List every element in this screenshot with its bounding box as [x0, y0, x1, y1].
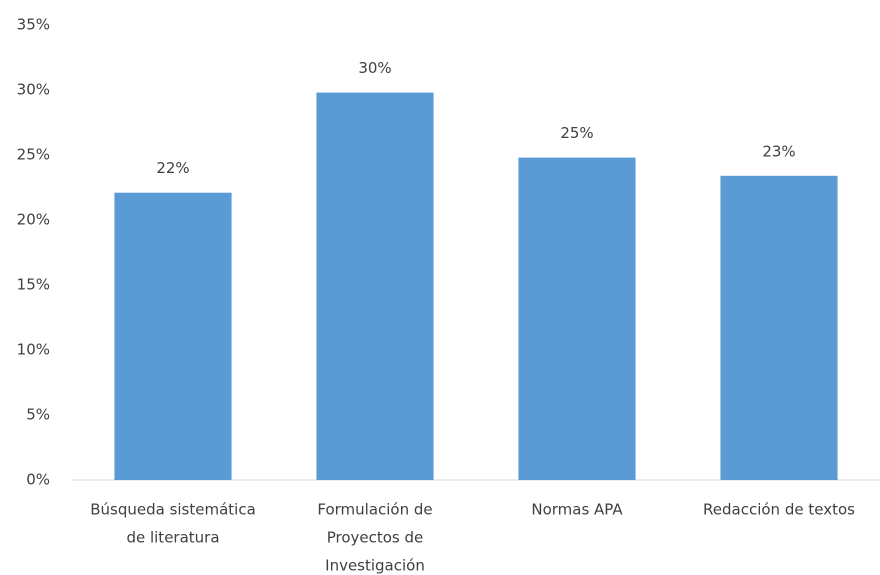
data-label: 23%: [762, 142, 795, 160]
y-tick-label: 10%: [17, 341, 50, 359]
x-tick-label: Búsqueda sistemática: [90, 501, 256, 519]
bar: [114, 192, 232, 480]
y-tick-label: 20%: [17, 211, 50, 229]
x-tick-label: Investigación: [325, 557, 425, 575]
y-tick-label: 0%: [26, 471, 50, 489]
bar: [720, 175, 838, 481]
x-tick-label: de literatura: [126, 529, 219, 547]
y-tick-label: 35%: [17, 16, 50, 34]
data-label: 30%: [358, 59, 391, 77]
y-tick-label: 25%: [17, 146, 50, 164]
data-label: 25%: [560, 124, 593, 142]
x-tick-label: Normas APA: [531, 501, 623, 519]
x-tick-label: Proyectos de: [327, 529, 424, 547]
bar: [316, 92, 434, 480]
y-tick-label: 5%: [26, 406, 50, 424]
x-tick-label: Formulación de: [317, 501, 432, 519]
y-tick-label: 30%: [17, 81, 50, 99]
bar: [518, 157, 636, 480]
data-label: 22%: [156, 159, 189, 177]
x-tick-label: Redacción de textos: [703, 501, 855, 519]
y-tick-label: 15%: [17, 276, 50, 294]
